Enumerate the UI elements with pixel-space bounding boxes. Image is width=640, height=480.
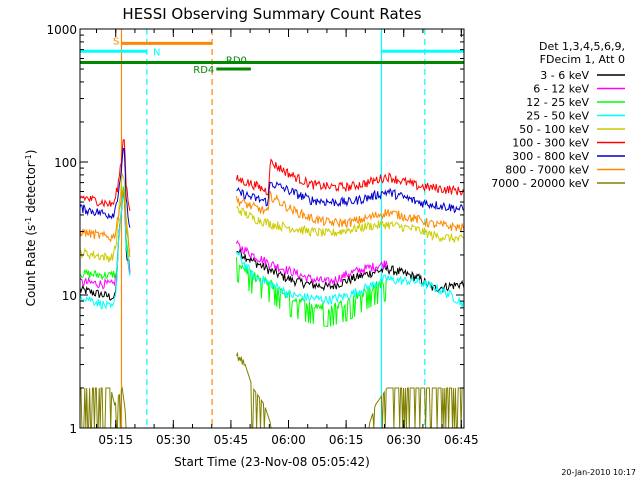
series-line — [79, 188, 465, 258]
x-tick-label: 05:30 — [156, 433, 191, 447]
series-line — [79, 139, 465, 211]
series-line — [79, 195, 465, 310]
legend-item-label: 300 - 800 keV — [512, 150, 589, 163]
flag-label: N — [153, 47, 160, 58]
legend-item-label: 3 - 6 keV — [540, 69, 589, 82]
x-tick-label: 06:15 — [329, 433, 364, 447]
flag-label: S — [113, 36, 119, 47]
x-tick-label: 06:45 — [444, 433, 479, 447]
y-tick-label: 1 — [69, 422, 77, 436]
y-tick-label: 100 — [54, 156, 77, 170]
series-line — [80, 351, 464, 429]
y-tick-label: 1000 — [46, 23, 77, 37]
x-axis-title: Start Time (23-Nov-08 05:05:42) — [174, 455, 370, 469]
legend-item-label: 100 - 300 keV — [512, 137, 589, 150]
x-axis: 05:15 05:30 05:45 06:00 06:15 06:30 06:45 — [96, 29, 479, 447]
chart-title: HESSI Observing Summary Count Rates — [122, 5, 421, 23]
legend-item-label: 7000 - 20000 keV — [491, 177, 589, 190]
legend-item-label: 800 - 7000 keV — [505, 164, 589, 177]
legend: Det 1,3,4,5,6,9, FDecim 1, Att 0 3 - 6 k… — [491, 40, 625, 190]
y-tick-label: 10 — [62, 289, 77, 303]
legend-item-label: 50 - 100 keV — [519, 123, 589, 136]
flag-label: RD4 — [193, 65, 214, 76]
legend-header-line-1: Det 1,3,4,5,6,9, — [539, 40, 625, 53]
y-axis-title: Count Rate (s-1 detector-1) — [24, 150, 38, 307]
y-axis: 1 10 100 1000 — [46, 23, 464, 436]
x-tick-label: 06:00 — [271, 433, 306, 447]
series-line — [79, 173, 465, 263]
series-layer — [79, 139, 465, 429]
flag-label: RD0 — [226, 55, 247, 66]
x-tick-label: 05:15 — [98, 433, 133, 447]
x-tick-label: 06:30 — [386, 433, 421, 447]
plot-frame — [79, 28, 465, 429]
legend-item-label: 12 - 25 keV — [526, 96, 589, 109]
flag-bars: S N RD0 RD4 — [80, 36, 464, 76]
generation-timestamp: 20-Jan-2010 10:17 — [561, 468, 636, 477]
legend-item-label: 25 - 50 keV — [526, 110, 589, 123]
legend-header-line-2: FDecim 1, Att 0 — [540, 53, 625, 66]
series-line — [79, 147, 465, 228]
x-tick-label: 05:45 — [214, 433, 249, 447]
vertical-markers — [120, 29, 426, 428]
legend-item-label: 6 - 12 keV — [533, 83, 589, 96]
